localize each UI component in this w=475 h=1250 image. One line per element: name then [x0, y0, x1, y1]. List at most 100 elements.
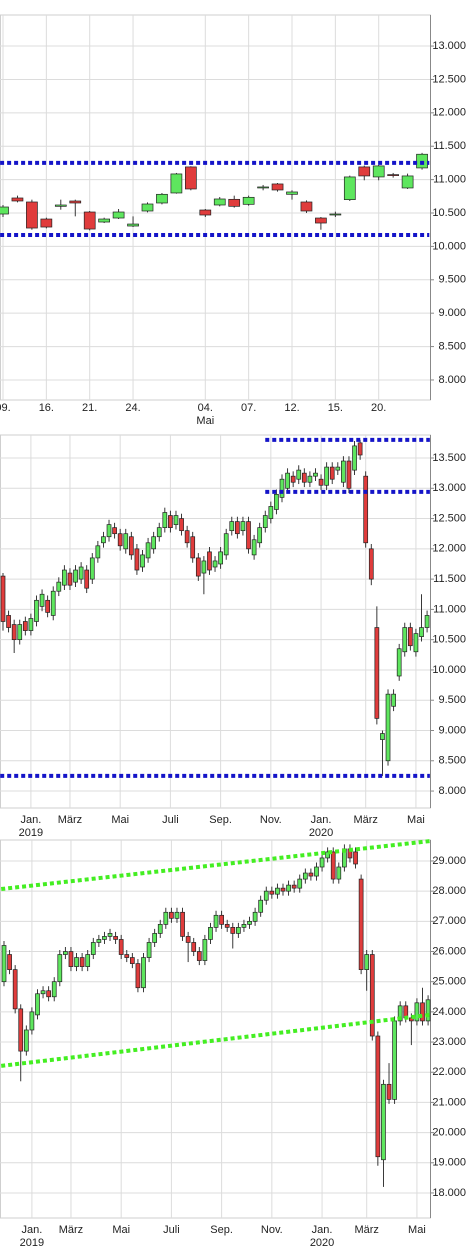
candle-body	[247, 920, 252, 925]
candle-body	[329, 466, 335, 480]
candle-body	[368, 548, 374, 580]
x-tick-label: Jan.	[311, 814, 332, 826]
candle-body	[291, 884, 297, 889]
candle-body	[258, 899, 264, 913]
x-sub-label: Mai	[196, 415, 214, 427]
candle-body	[11, 624, 17, 641]
candle-body	[313, 472, 318, 477]
y-tick-label: 26.000	[432, 945, 466, 957]
level-line	[0, 1012, 431, 1068]
candle-body	[106, 524, 112, 538]
candle-body	[0, 575, 6, 622]
x-tick-label: 09.	[0, 402, 11, 414]
candle-body	[302, 872, 308, 880]
candle-body	[223, 533, 229, 556]
candle-body	[397, 1005, 403, 1022]
candle-body	[374, 627, 380, 719]
y-tick-label: 22.000	[432, 1066, 466, 1078]
candle-body	[195, 557, 201, 577]
candle-body	[89, 557, 95, 580]
candle-body	[101, 536, 106, 544]
candle-body	[146, 942, 152, 958]
candle-body	[290, 475, 296, 483]
candle-body	[386, 1083, 392, 1100]
y-tick-label: 9.500	[438, 694, 466, 706]
x-tick-label: Mai	[111, 814, 129, 826]
y-tick-label: 19.000	[432, 1157, 466, 1169]
candle-body	[17, 624, 23, 641]
candle-body	[325, 851, 330, 859]
candle-body	[129, 957, 135, 964]
x-tick-label: Sep.	[210, 1224, 233, 1236]
candle-body	[380, 733, 385, 740]
candle-body	[35, 993, 40, 1016]
candle-body	[174, 911, 180, 919]
candle-body	[28, 618, 34, 631]
candle-body	[230, 927, 236, 934]
candle-body	[414, 1002, 420, 1022]
candle-body	[90, 942, 96, 955]
y-tick-label: 13.500	[432, 452, 466, 464]
y-tick-label: 9.500	[438, 274, 466, 286]
candle-body	[424, 615, 430, 628]
candle-body	[236, 927, 241, 934]
level-line	[0, 839, 431, 892]
candle-body	[62, 569, 67, 586]
y-tick-label: 21.000	[432, 1096, 466, 1108]
candle-body	[40, 990, 46, 995]
candle-body	[363, 475, 369, 544]
candle-body	[145, 542, 151, 559]
candle-body	[407, 627, 413, 647]
candle-body	[57, 954, 63, 983]
x-tick-label: Jan.	[22, 1224, 43, 1236]
candle-body	[375, 1035, 381, 1158]
candle-body	[26, 201, 38, 229]
candle-body	[168, 515, 173, 528]
x-tick-label: 15.	[328, 402, 343, 414]
candle-body	[353, 851, 358, 865]
x-tick-label: Mai	[407, 814, 425, 826]
candle-body	[296, 469, 302, 480]
candle-body	[213, 198, 226, 206]
candle-body	[22, 621, 28, 631]
candle-body	[391, 693, 396, 707]
candle-body	[11, 197, 24, 202]
candle-body	[235, 521, 240, 535]
candle-body	[364, 954, 370, 970]
candle-body	[263, 890, 269, 901]
x-tick-label: 04.	[198, 402, 213, 414]
candle-body	[420, 1002, 425, 1022]
candle-body	[369, 954, 375, 1037]
candle-body	[1, 945, 7, 983]
x-tick-label: Juli	[163, 1224, 180, 1236]
candle-body	[185, 936, 191, 943]
candle-body	[156, 193, 168, 204]
candle-body	[408, 1017, 414, 1022]
candle-body	[372, 165, 385, 178]
y-tick-label: 27.000	[432, 915, 466, 927]
candle-body	[191, 942, 197, 952]
candle-body	[102, 936, 107, 940]
candle-body	[330, 851, 336, 880]
y-tick-label: 13.000	[432, 40, 466, 52]
candle-body	[336, 866, 342, 880]
candle-body	[170, 173, 183, 194]
x-tick-label: März	[58, 814, 82, 826]
candle-body	[324, 466, 329, 486]
x-tick-label: März	[353, 814, 377, 826]
candle-body	[185, 166, 197, 190]
candle-body	[152, 933, 158, 943]
x-tick-label: Sep.	[209, 814, 232, 826]
y-tick-label: 11.500	[433, 573, 466, 585]
candle-body	[29, 1011, 35, 1031]
candle-body	[118, 939, 124, 955]
candle-body	[335, 466, 341, 471]
y-tick-label: 9.000	[438, 724, 466, 736]
candle-body	[124, 954, 130, 958]
candle-body	[357, 442, 363, 456]
y-tick-label: 12.500	[432, 512, 466, 524]
candle-body	[257, 527, 263, 544]
candle-body	[83, 211, 96, 230]
x-tick-label: März	[354, 1224, 378, 1236]
candle-body	[396, 648, 402, 677]
